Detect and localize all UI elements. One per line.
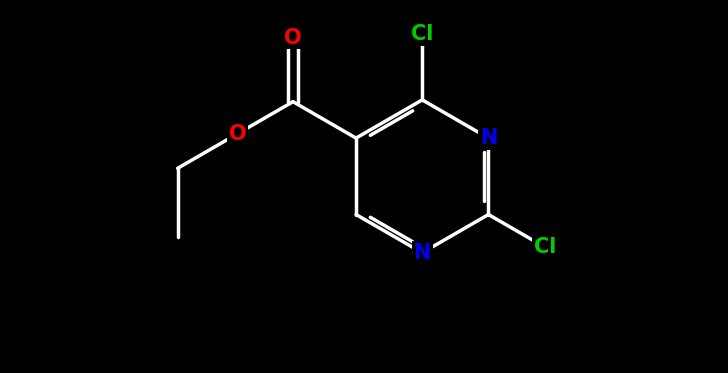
Text: O: O <box>229 124 246 144</box>
Text: N: N <box>480 128 497 148</box>
Text: O: O <box>284 28 302 48</box>
Text: Cl: Cl <box>411 24 433 44</box>
Text: N: N <box>414 243 431 263</box>
Text: Cl: Cl <box>534 237 556 257</box>
